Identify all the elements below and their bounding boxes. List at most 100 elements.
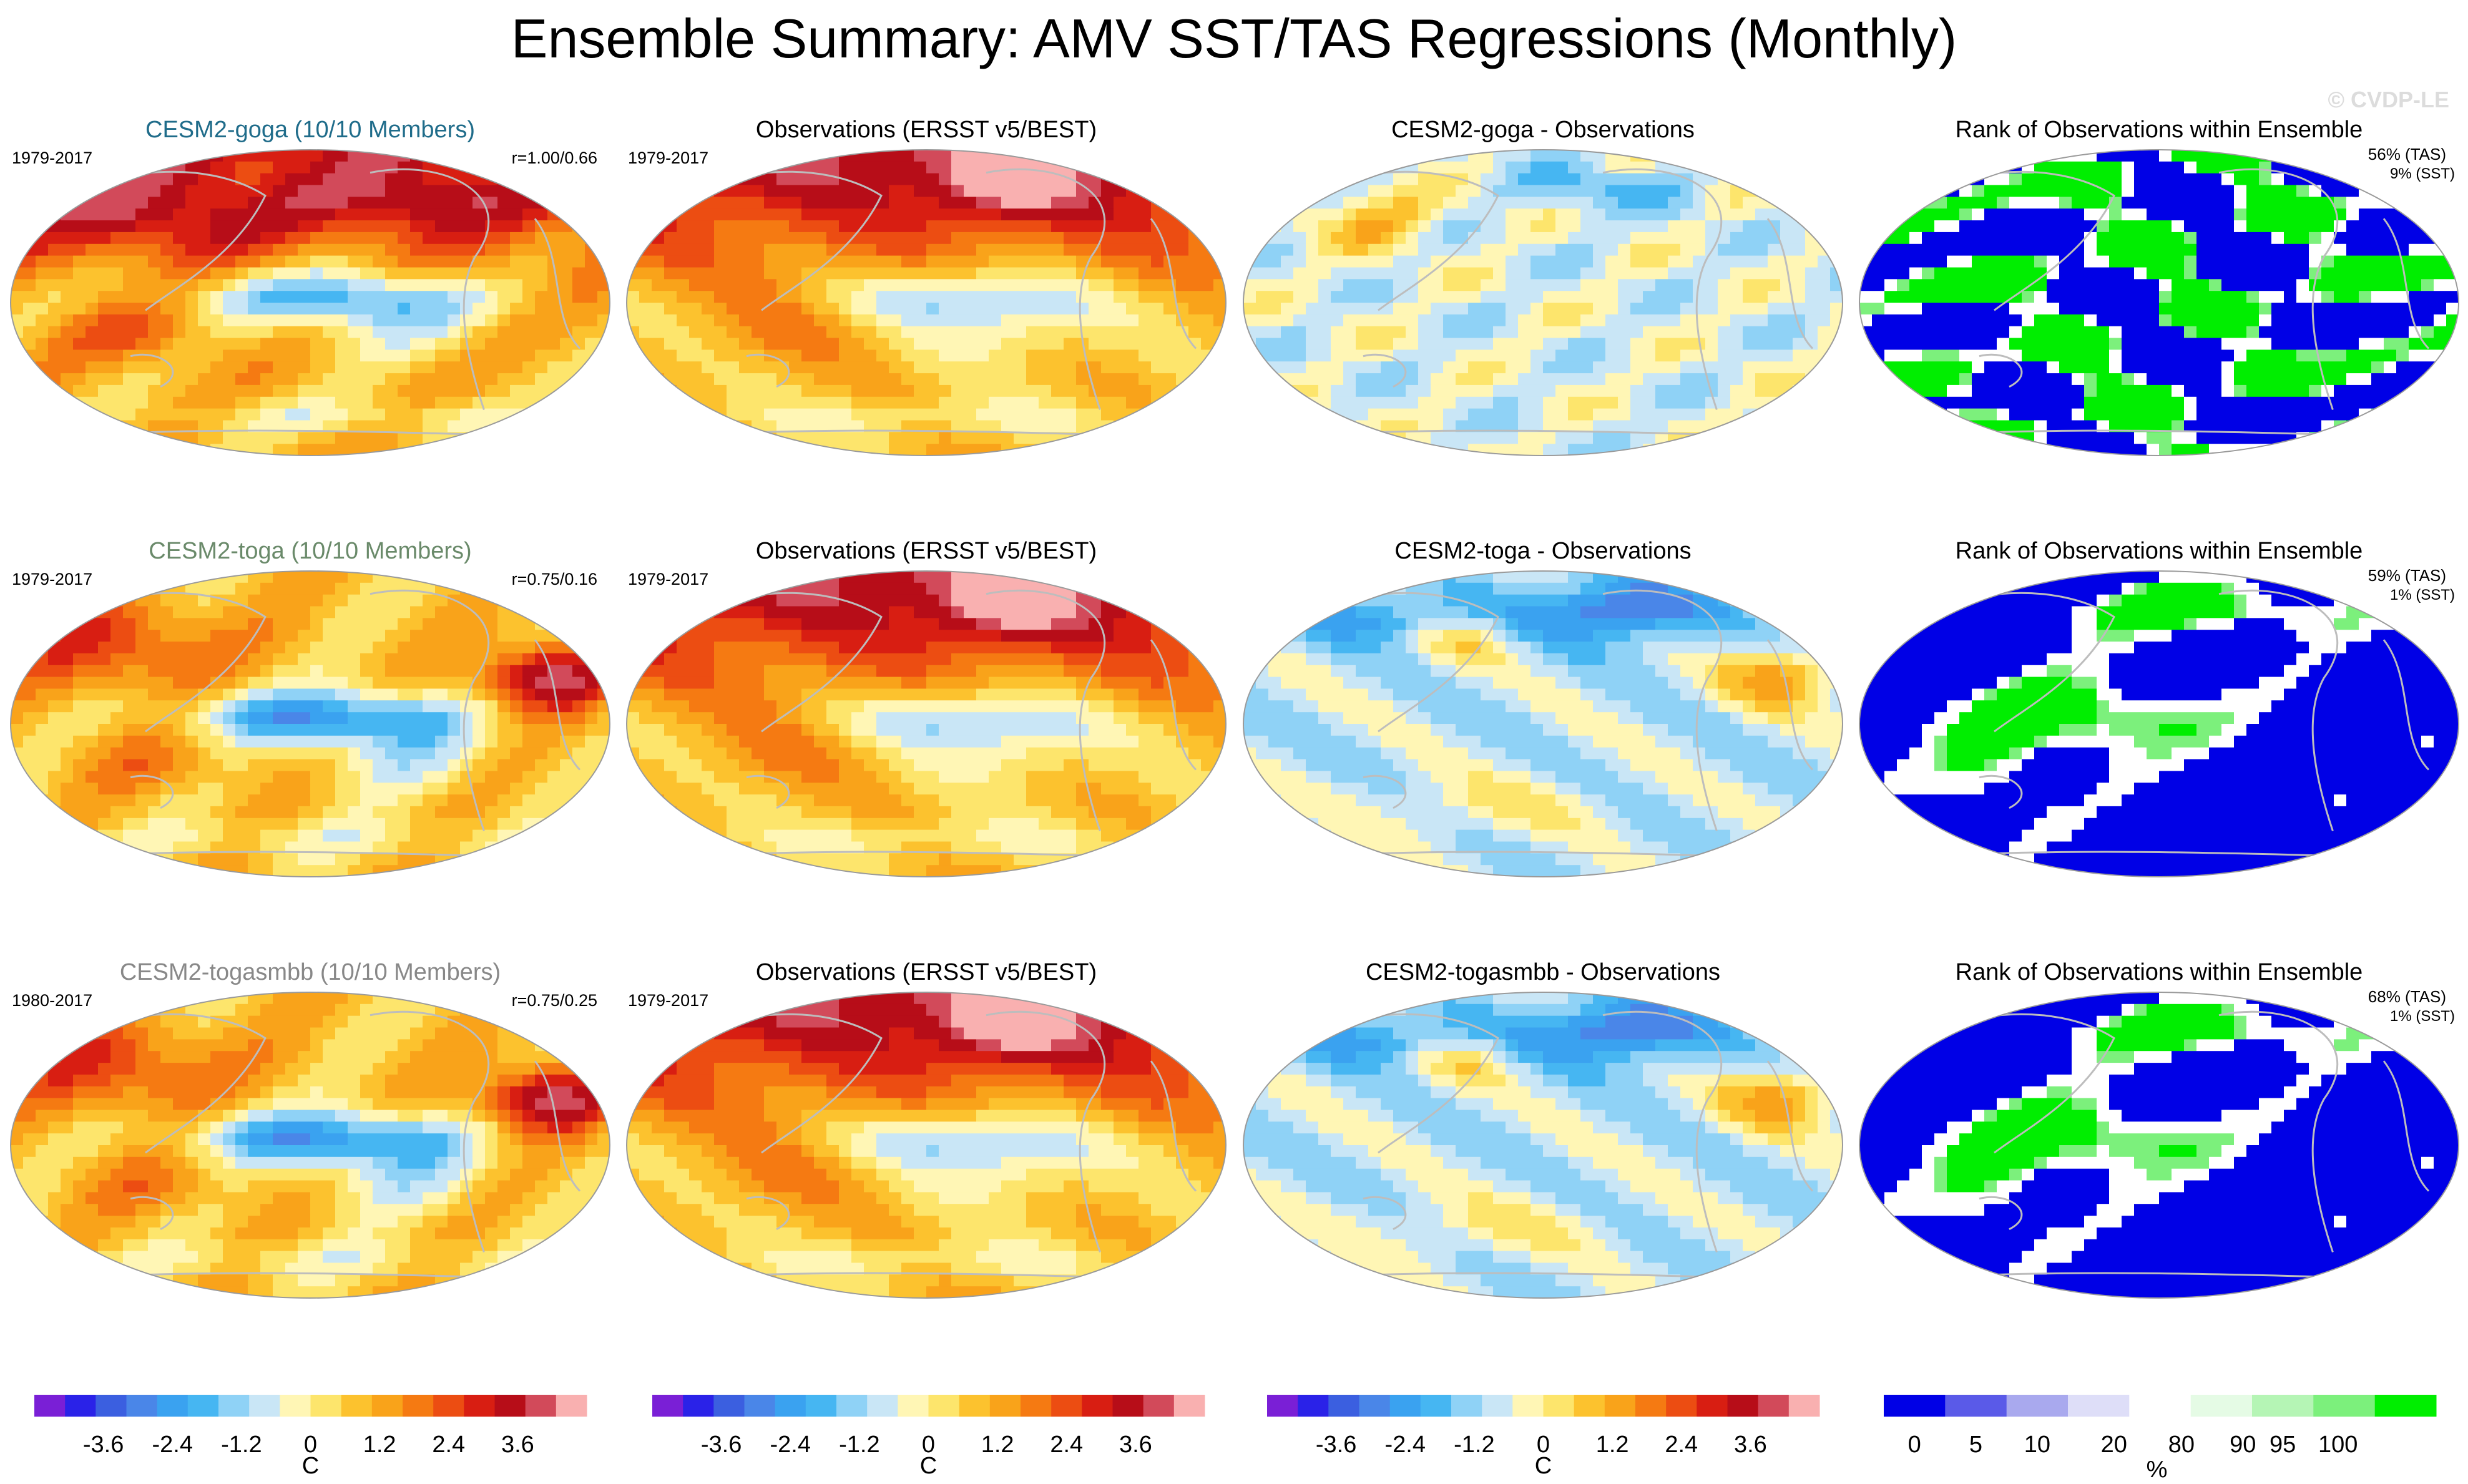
colorbar-swatch (2252, 1395, 2314, 1417)
map-frame (1859, 570, 2459, 877)
colorbar-tick-label: 0 (1537, 1432, 1550, 1458)
map-field (11, 571, 610, 877)
colorbar-unit: C (920, 1453, 937, 1479)
map-frame (1243, 149, 1843, 456)
figure-title: Ensemble Summary: AMV SST/TAS Regression… (511, 7, 1957, 69)
colorbar-swatch (34, 1395, 66, 1417)
panel-grid: CESM2-goga (10/10 Members) 1979-2017 r=1.0… (10, 117, 2459, 1299)
panel-period: 1980-2017 (12, 991, 92, 1010)
colorbar-swatch (280, 1395, 311, 1417)
colorbar-swatch (403, 1395, 434, 1417)
map-frame (1243, 570, 1843, 877)
colorbar-tick-label: 2.4 (432, 1432, 465, 1458)
panel-period: 1979-2017 (628, 570, 708, 588)
panel-title: CESM2-togasmbb (10/10 Members) (120, 959, 501, 985)
panel-pattern-correlation: r=0.75/0.25 (512, 991, 597, 1010)
map-frame (1859, 992, 2459, 1299)
watermark: © CVDP-LE (2328, 87, 2449, 112)
colorbar-swatch (1173, 1395, 1205, 1417)
colorbar-swatch (65, 1395, 96, 1417)
colorbar-swatch (126, 1395, 158, 1417)
map-field (11, 150, 610, 456)
colorbar-tick-label: 2.4 (1050, 1432, 1083, 1458)
colorbar-tick-label: 80 (2168, 1432, 2195, 1458)
map-frame (1243, 992, 1843, 1299)
colorbar-swatch (371, 1395, 403, 1417)
colorbar-2: -3.6 -2.4 -1.2 0 1.2 2.4 3.6 C (1267, 1395, 1820, 1479)
colorbar-3: 0 5 10 20 80 90 95 100% (1884, 1395, 2437, 1483)
map-field (1243, 992, 1843, 1298)
colorbar-swatch (2190, 1395, 2253, 1417)
map-field (1859, 150, 2459, 456)
panel-rank-sst: 9% (SST) (2390, 165, 2455, 182)
panel-r2-c1: Observations (ERSST v5/BEST) 1979-2017 (626, 959, 1227, 1299)
map-frame (10, 570, 610, 877)
colorbar-swatch (1604, 1395, 1636, 1417)
panel-pattern-correlation: r=0.75/0.16 (512, 570, 597, 588)
panel-rank-sst: 1% (SST) (2390, 587, 2455, 603)
colorbar-swatch (556, 1395, 587, 1417)
panel-r1-c0: CESM2-toga (10/10 Members) 1979-2017 r=0.7… (10, 538, 610, 877)
colorbar-unit: C (1535, 1453, 1552, 1479)
colorbar-swatch (1758, 1395, 1790, 1417)
panel-r2-c2: CESM2-togasmbb - Observations (1243, 959, 1843, 1299)
map-field (627, 992, 1226, 1298)
colorbar-tick-label: -1.2 (221, 1432, 262, 1458)
colorbar-swatch (341, 1395, 373, 1417)
colorbar-swatch (2129, 1395, 2191, 1417)
colorbar-swatch (1082, 1395, 1113, 1417)
colorbar-swatch (1143, 1395, 1175, 1417)
panel-r0-c0: CESM2-goga (10/10 Members) 1979-2017 r=1.0… (10, 117, 610, 456)
panel-r2-c0: CESM2-togasmbb (10/10 Members) 1980-2017 r… (10, 959, 610, 1299)
colorbar-swatch (1666, 1395, 1697, 1417)
colorbar-swatch (867, 1395, 898, 1417)
colorbar-swatch (2068, 1395, 2130, 1417)
colorbar-swatch (310, 1395, 342, 1417)
colorbar-swatch (2313, 1395, 2376, 1417)
panel-period: 1979-2017 (628, 991, 708, 1010)
colorbar-tick-label: 3.6 (1734, 1432, 1767, 1458)
colorbar-swatch (525, 1395, 557, 1417)
panel-period: 1979-2017 (12, 149, 92, 167)
panel-title: CESM2-goga (10/10 Members) (145, 117, 475, 143)
panel-title: Observations (ERSST v5/BEST) (756, 538, 1097, 564)
colorbar-tick-label: 2.4 (1665, 1432, 1698, 1458)
map-frame (626, 570, 1227, 877)
colorbar-swatch (898, 1395, 929, 1417)
colorbar-swatch (1051, 1395, 1082, 1417)
colorbar-swatch (744, 1395, 776, 1417)
colorbar-tick-label: 20 (2101, 1432, 2127, 1458)
map-field (11, 992, 610, 1298)
colorbar-swatch (1267, 1395, 1298, 1417)
colorbar-1: -3.6 -2.4 -1.2 0 1.2 2.4 3.6 C (652, 1395, 1205, 1479)
map-field (1859, 992, 2459, 1298)
colorbar-swatch (1328, 1395, 1359, 1417)
map-frame (10, 149, 610, 456)
colorbar-0: -3.6 -2.4 -1.2 0 1.2 2.4 3.6 C (34, 1395, 587, 1479)
colorbar-swatch (1884, 1395, 1946, 1417)
panel-title: Rank of Observations within Ensemble (1956, 117, 2363, 143)
panel-rank-tas: 59% (TAS) (2368, 566, 2446, 585)
colorbar-swatch (95, 1395, 127, 1417)
colorbar-tick-label: 0 (1908, 1432, 1921, 1458)
panel-title: CESM2-toga (10/10 Members) (149, 538, 471, 564)
colorbar-swatch (775, 1395, 806, 1417)
colorbar-swatch (1574, 1395, 1605, 1417)
colorbar-tick-label: 1.2 (363, 1432, 396, 1458)
colorbar-tick-label: 95 (2270, 1432, 2296, 1458)
panel-r1-c1: Observations (ERSST v5/BEST) 1979-2017 (626, 538, 1227, 877)
colorbar-swatch (1945, 1395, 2007, 1417)
colorbar-tick-label: -1.2 (839, 1432, 879, 1458)
colorbar-swatch (959, 1395, 991, 1417)
colorbar-tick-label: 100 (2318, 1432, 2358, 1458)
panel-rank-tas: 56% (TAS) (2368, 145, 2446, 164)
colorbar-tick-label: -1.2 (1454, 1432, 1494, 1458)
colorbar-tick-label: -2.4 (1385, 1432, 1426, 1458)
panel-r0-c1: Observations (ERSST v5/BEST) 1979-2017 (626, 117, 1227, 456)
colorbar-unit: % (2147, 1457, 2168, 1483)
colorbar-swatch (836, 1395, 868, 1417)
map-field (1243, 571, 1843, 877)
map-frame (1859, 149, 2459, 456)
colorbar-swatch (1697, 1395, 1728, 1417)
